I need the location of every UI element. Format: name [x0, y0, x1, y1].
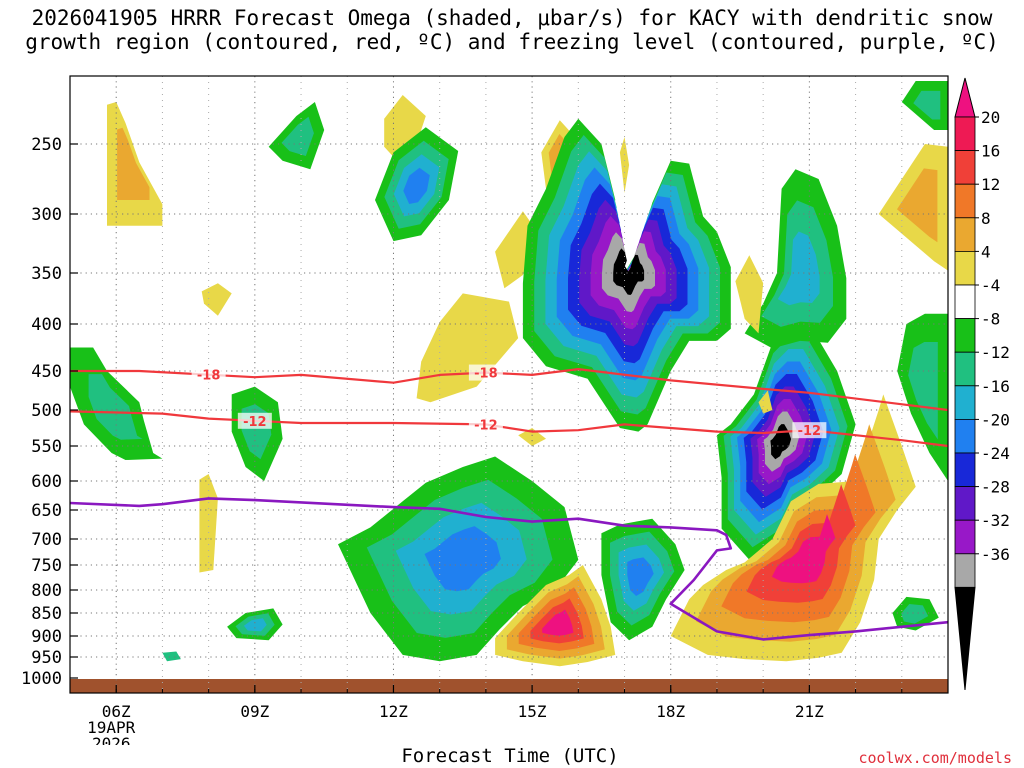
y-tick-label-600: 600: [31, 472, 62, 492]
colorbar-label--32: -32: [981, 511, 1010, 530]
omega-region-25-level-20: [542, 609, 574, 636]
colorbar-segment-8: [954, 385, 976, 420]
y-tick-label-500: 500: [31, 401, 62, 421]
omega-region-3-level--8: [281, 116, 314, 156]
colorbar-segment-6: [954, 318, 976, 353]
omega-region-14-level--16: [424, 526, 501, 592]
omega-region-0-level-8: [117, 127, 150, 200]
colorbar-label--24: -24: [981, 444, 1010, 463]
colorbar-label--4: -4: [981, 276, 1000, 295]
colorbar-segment-9: [954, 418, 976, 454]
colorbar-segment-7: [954, 351, 976, 387]
omega-region-24-level--8: [908, 342, 938, 440]
colorbar-top-arrow: [954, 77, 976, 118]
colorbar-segment-10: [954, 452, 976, 487]
omega-region-9-level-4: [518, 428, 546, 446]
y-tick-label-800: 800: [31, 581, 62, 601]
colorbar-label--36: -36: [981, 545, 1010, 564]
y-tick-label-750: 750: [31, 556, 62, 576]
colorbar-label--20: -20: [981, 410, 1010, 429]
colorbar-segment-13: [954, 553, 976, 588]
y-tick-label-950: 950: [31, 648, 62, 668]
omega-cross-section-chart: -18 -18 -12 -12 -12 250 300 350 400 450 500 550 600…: [21, 75, 1010, 745]
omega-region-16-level--16: [627, 557, 654, 596]
colorbar-segment-1: [954, 150, 976, 185]
colorbar-label--8: -8: [981, 310, 1000, 329]
contour-label-bg: [792, 422, 827, 439]
x-tick-label-18Z: 18Z: [656, 702, 685, 721]
colorbar-label-8: 8: [981, 209, 991, 228]
colorbar-bottom-arrow: [954, 586, 976, 691]
colorbar-label--16: -16: [981, 377, 1010, 396]
title-line-1: 2026041905 HRRR Forecast Omega (shaded, …: [31, 6, 993, 30]
y-tick-label-700: 700: [31, 530, 62, 550]
contour-label-bg: [468, 364, 503, 381]
colorbar-segment-12: [954, 519, 976, 555]
omega-region-13-level--8: [162, 651, 181, 662]
x-tick-sublabel-0: 19APR: [87, 718, 136, 737]
x-tick-label-21Z: 21Z: [795, 702, 824, 721]
plot-frame: [69, 75, 949, 694]
x-tick-sublabel-1: 2026: [92, 734, 131, 745]
contour-label--12: -12: [798, 424, 822, 439]
x-tick-label-09Z: 09Z: [240, 702, 269, 721]
omega-region-18-level--12: [777, 231, 820, 306]
colorbar-label--28: -28: [981, 478, 1010, 497]
omega-region-26-level-20: [771, 514, 836, 584]
omega-region-22-level--8: [913, 90, 941, 120]
y-tick-label-400: 400: [31, 315, 62, 335]
contour-label-bg: [191, 366, 226, 383]
colorbar-segment-2: [954, 183, 976, 219]
colorbar-label-16: 16: [981, 142, 1000, 161]
credit-link[interactable]: coolwx.com/models: [858, 749, 1012, 767]
x-tick-label-06Z: 06Z: [102, 702, 131, 721]
omega-region-10-level--8: [88, 374, 143, 440]
contour-label--12: -12: [243, 415, 267, 430]
y-tick-label-550: 550: [31, 437, 62, 457]
y-tick-label-250: 250: [31, 135, 62, 155]
omega-region-20-level-4: [619, 137, 630, 193]
y-tick-label-300: 300: [31, 205, 62, 225]
y-tick-label-450: 450: [31, 362, 62, 382]
colorbar-label-20: 20: [981, 108, 1000, 127]
x-tick-label-12Z: 12Z: [379, 702, 408, 721]
omega-region-19-level-4: [735, 255, 764, 334]
title-line-2: growth region (contoured, red, ºC) and f…: [25, 30, 999, 54]
omega-region-17-level--36: [770, 424, 792, 460]
y-tick-label-850: 850: [31, 604, 62, 624]
y-axis: 250 300 350 400 450 500 550 600 650 700 750 800 850 9…: [21, 135, 78, 689]
colorbar-label--12: -12: [981, 343, 1010, 362]
y-tick-label-1000: 1000: [21, 669, 62, 689]
contour-label--18: -18: [197, 369, 221, 384]
omega-region-23-level-8: [897, 168, 938, 243]
x-tick-label-15Z: 15Z: [518, 702, 547, 721]
ground-layer: [70, 679, 948, 693]
omega-region-5-level--16: [403, 167, 430, 204]
colorbar-label-4: 4: [981, 242, 991, 261]
colorbar: 20 16 12 8 4 -4 -8 -12 -16 -20 -24 -28 -32 -36: [954, 77, 1010, 691]
y-tick-label-650: 650: [31, 501, 62, 521]
colorbar-segment-11: [954, 486, 976, 521]
colorbar-segment-4: [954, 250, 976, 286]
colorbar-segment-0: [954, 116, 976, 151]
x-axis-label: Forecast Time (UTC): [401, 745, 619, 767]
y-tick-label-350: 350: [31, 264, 62, 284]
colorbar-segment-3: [954, 217, 976, 252]
colorbar-segment-5: [954, 284, 976, 319]
y-tick-label-900: 900: [31, 627, 62, 647]
omega-region-15-level--36: [613, 248, 645, 295]
omega-region-21-level-4: [758, 390, 773, 414]
contour-label--12: -12: [474, 418, 498, 433]
omega-region-1-level-4: [201, 283, 232, 316]
freezing-level-contour: [70, 497, 948, 641]
omega-region-12-level--12: [243, 618, 267, 632]
contour-label--18: -18: [474, 367, 498, 382]
colorbar-label-12: 12: [981, 175, 1000, 194]
chart-title: 2026041905 HRRR Forecast Omega (shaded, …: [0, 6, 1024, 54]
contour-label-bg: [237, 412, 272, 429]
omega-region-27-level--8: [901, 604, 929, 624]
contour-label-bg: [468, 416, 503, 433]
contour-lines: -18 -18 -12 -12 -12: [70, 364, 948, 641]
